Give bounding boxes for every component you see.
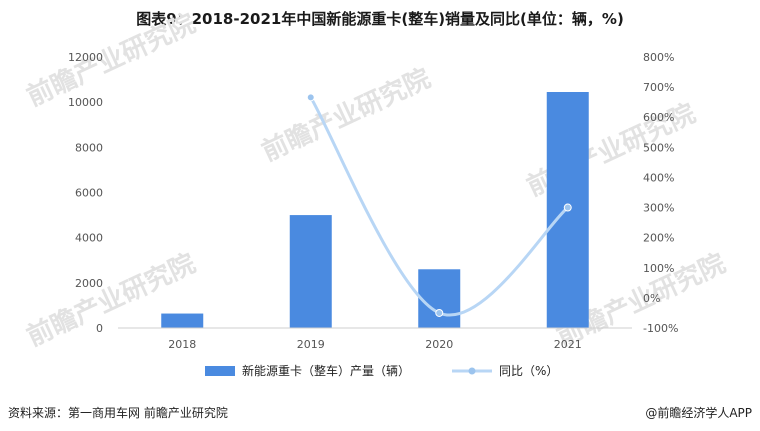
- chart-area: 0 2000 4000 6000 8000 10000 12000 -100% 0% 100% 20…: [68, 51, 678, 378]
- x-tick-label: 2019: [297, 338, 325, 351]
- legend-line-label: 同比（%）: [499, 364, 558, 378]
- y-left-tick-label: 0: [96, 322, 103, 335]
- chart-title: 图表9：2018-2021年中国新能源重卡(整车)销量及同比(单位：辆，%): [136, 10, 624, 28]
- y-left-tick-label: 8000: [75, 141, 103, 154]
- x-tick-label: 2018: [168, 338, 196, 351]
- bar-2018: [161, 313, 204, 328]
- y-right-tick-label: 300%: [643, 202, 674, 215]
- y-left-tick-label: 10000: [68, 96, 103, 109]
- y-right-tick-label: 200%: [643, 232, 674, 245]
- x-tick-label: 2021: [554, 338, 582, 351]
- source-note: 资料来源：第一商用车网 前瞻产业研究院: [8, 406, 228, 420]
- y-right-tick-label: 600%: [643, 111, 674, 124]
- y-left-tick-label: 12000: [68, 51, 103, 64]
- footer: 资料来源：第一商用车网 前瞻产业研究院 @前瞻经济学人APP: [8, 404, 752, 422]
- legend-bar-swatch: [205, 366, 235, 376]
- yoy-point: [306, 93, 315, 102]
- legend-bar-label: 新能源重卡（整车）产量（辆）: [242, 363, 410, 378]
- bar-2020: [418, 269, 461, 328]
- y-right-tick-label: 700%: [643, 81, 674, 94]
- x-tick-label: 2020: [425, 338, 453, 351]
- y-right-tick-label: -100%: [643, 322, 678, 335]
- brand-credit: @前瞻经济学人APP: [645, 406, 752, 420]
- y-right-tick-label: 500%: [643, 141, 674, 154]
- y-left-tick-label: 6000: [75, 187, 103, 200]
- y-left-tick-label: 2000: [75, 277, 103, 290]
- y-right-tick-label: 0%: [643, 292, 660, 305]
- yoy-point: [435, 308, 444, 317]
- y-right-tick-label: 100%: [643, 262, 674, 275]
- y-left-tick-label: 4000: [75, 232, 103, 245]
- bar-2019: [289, 215, 332, 328]
- yoy-point: [563, 203, 572, 212]
- legend-line-marker: [468, 367, 476, 375]
- y-right-tick-label: 800%: [643, 51, 674, 64]
- y-right-tick-label: 400%: [643, 171, 674, 184]
